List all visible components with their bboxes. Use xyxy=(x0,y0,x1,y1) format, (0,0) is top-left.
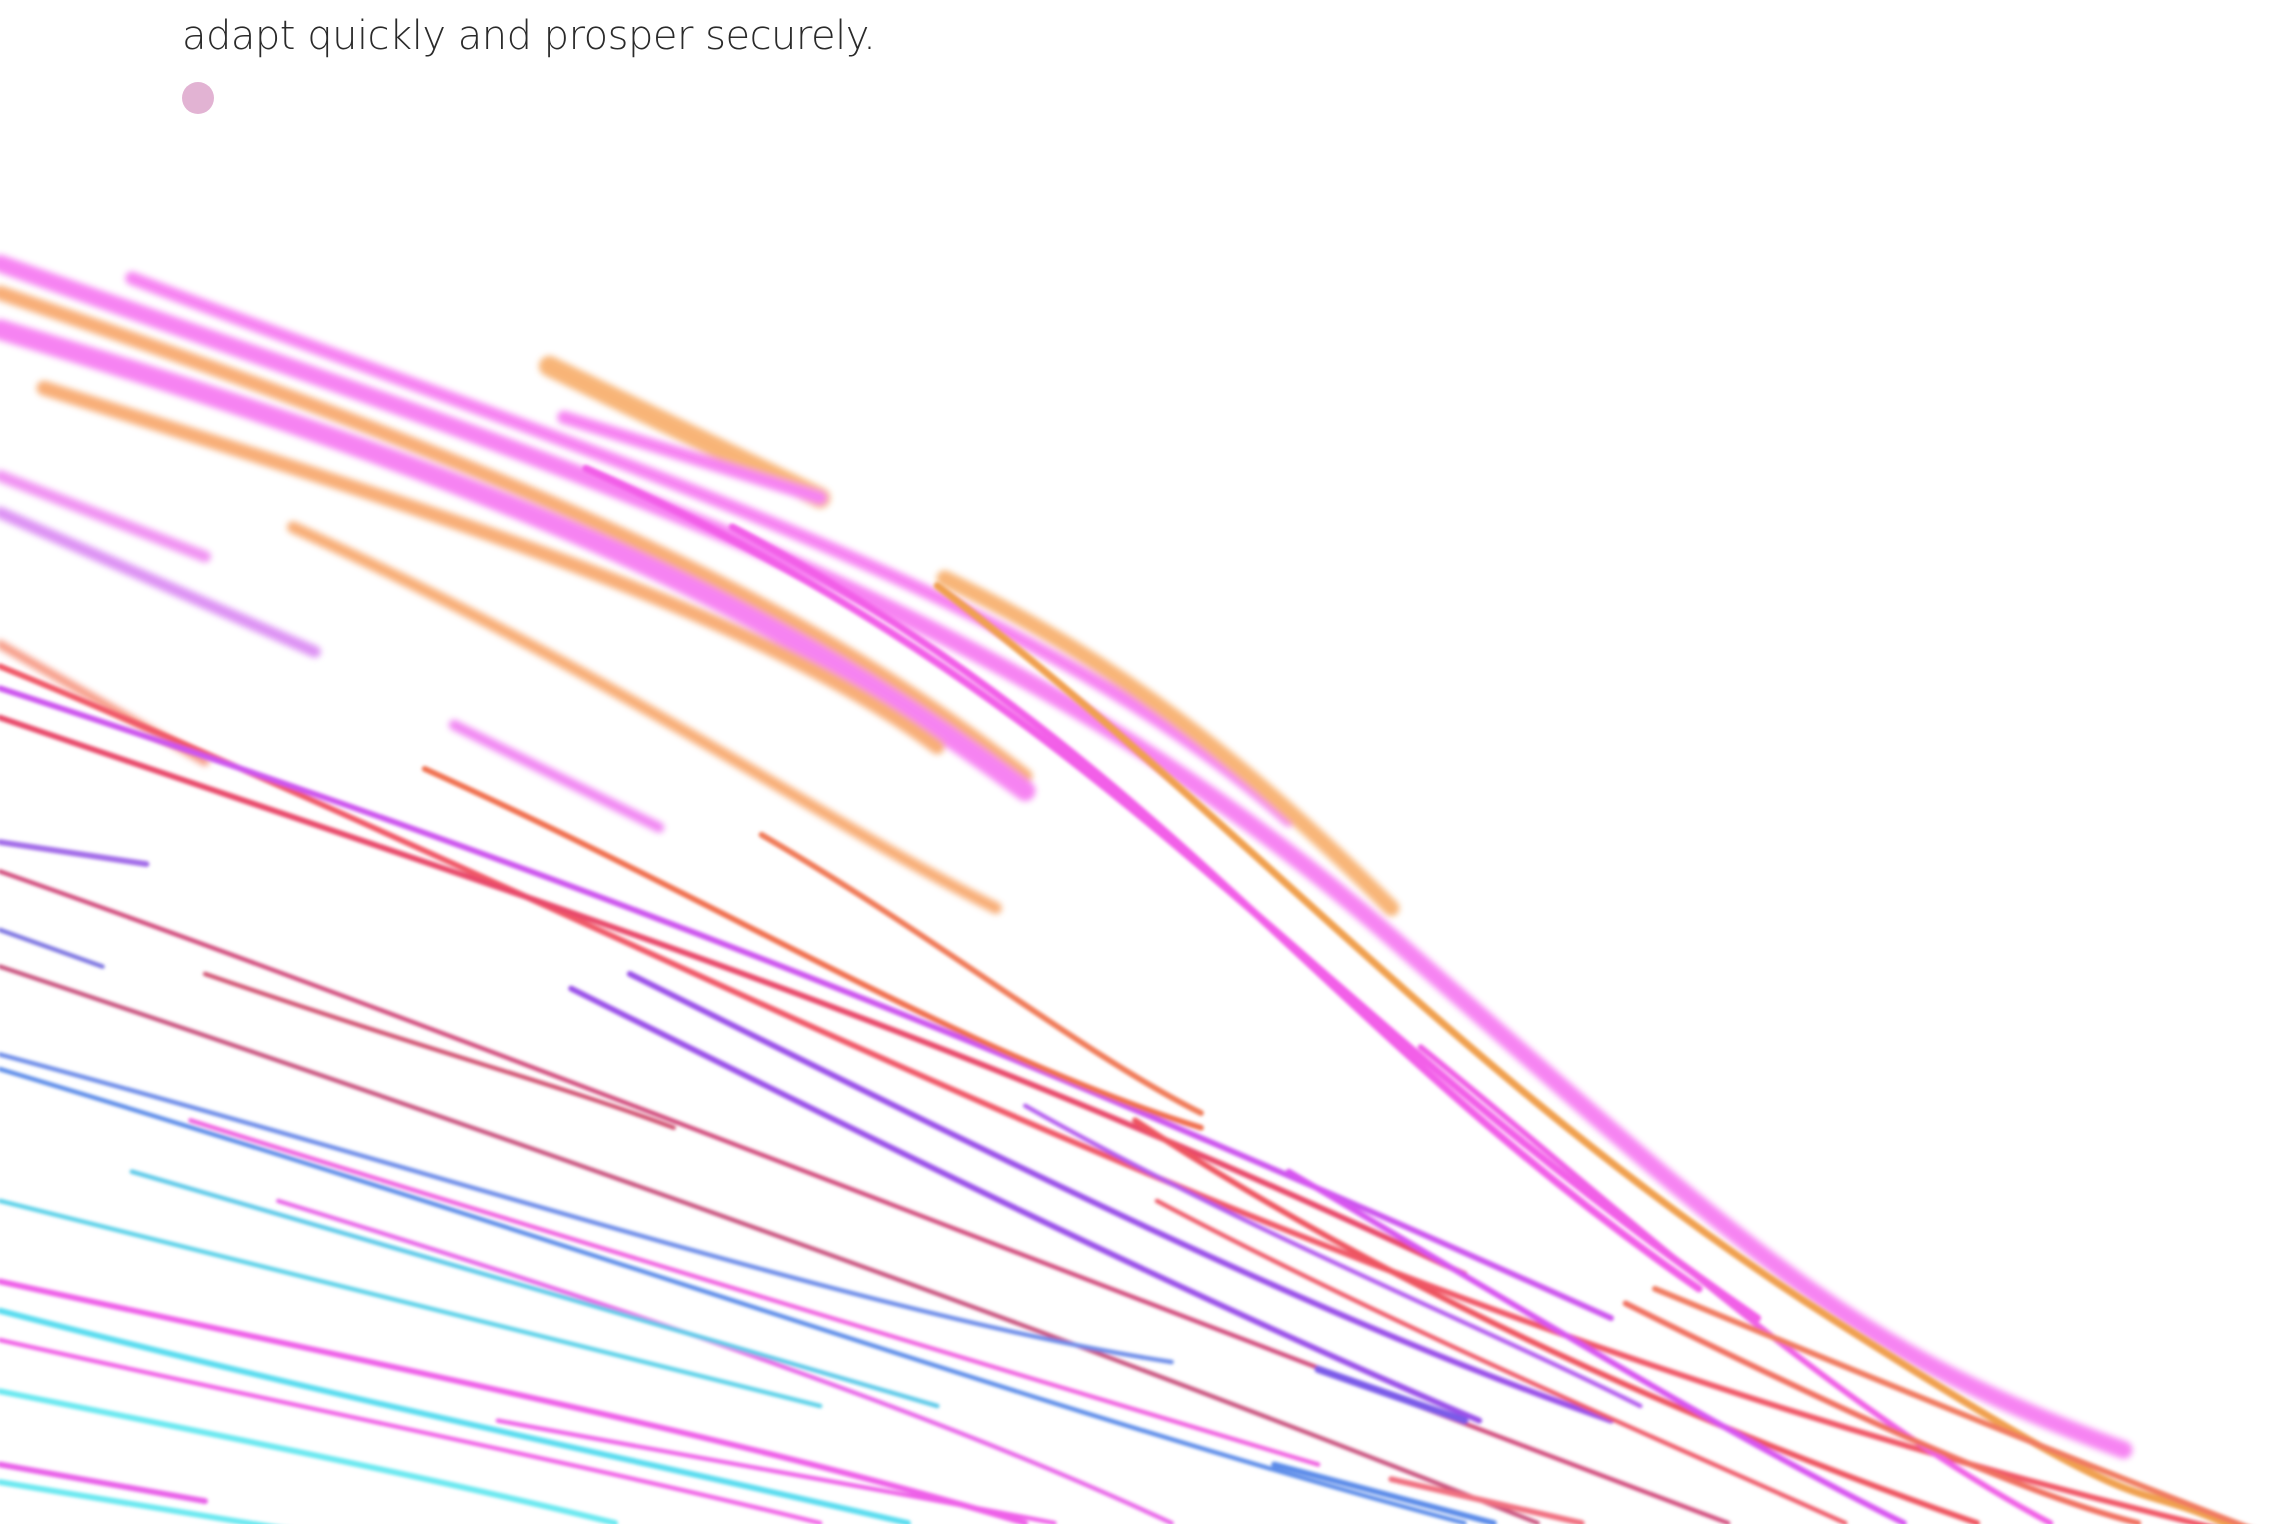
fine-streaks xyxy=(0,464,2247,1524)
streak xyxy=(287,521,1002,914)
streak xyxy=(1622,1300,2142,1524)
streak xyxy=(421,765,1204,1131)
streak xyxy=(0,1278,1029,1524)
streak xyxy=(129,1169,940,1409)
streak xyxy=(1022,1103,1643,1409)
streak xyxy=(0,319,1036,802)
streak xyxy=(0,839,150,868)
streak xyxy=(0,1337,823,1524)
streak xyxy=(936,570,1400,917)
streak xyxy=(0,964,1540,1524)
streak xyxy=(0,1307,911,1524)
streak xyxy=(0,1052,1174,1365)
streak xyxy=(0,927,105,969)
streak xyxy=(188,1118,1321,1467)
blurred-streaks xyxy=(0,254,2133,1459)
streak xyxy=(0,1388,619,1524)
streak xyxy=(582,464,1762,1322)
streak xyxy=(448,719,665,833)
streak xyxy=(1271,1461,1497,1524)
streak xyxy=(1285,1168,1907,1524)
streak xyxy=(933,582,2236,1524)
streak xyxy=(36,380,945,755)
streak xyxy=(0,869,1731,1524)
streak xyxy=(0,685,1614,1322)
streak xyxy=(538,355,831,509)
streak xyxy=(0,285,1033,784)
streak xyxy=(0,470,211,563)
streak xyxy=(1652,1285,2247,1524)
streak xyxy=(1388,1476,1585,1524)
streak xyxy=(125,271,1296,827)
streak xyxy=(557,410,827,505)
streak xyxy=(276,1198,1174,1524)
streak xyxy=(0,254,2133,1459)
streak xyxy=(0,506,321,658)
streak xyxy=(568,985,1483,1424)
streak xyxy=(0,663,2211,1524)
streak xyxy=(0,1066,1467,1524)
streak xyxy=(1417,1044,2054,1524)
streak xyxy=(626,970,1614,1424)
streak xyxy=(1314,1365,1469,1425)
streak xyxy=(495,1418,1057,1524)
body-text: adapt quickly and prosper securely. xyxy=(182,13,876,59)
streak xyxy=(202,971,676,1130)
streak xyxy=(1154,1198,1848,1524)
streak xyxy=(0,1198,823,1409)
streak xyxy=(758,831,1204,1116)
carousel-dot[interactable] xyxy=(182,82,214,114)
streak xyxy=(1132,1117,1981,1524)
streak xyxy=(0,714,1468,1278)
streak xyxy=(0,1479,272,1524)
streak xyxy=(0,1461,208,1505)
